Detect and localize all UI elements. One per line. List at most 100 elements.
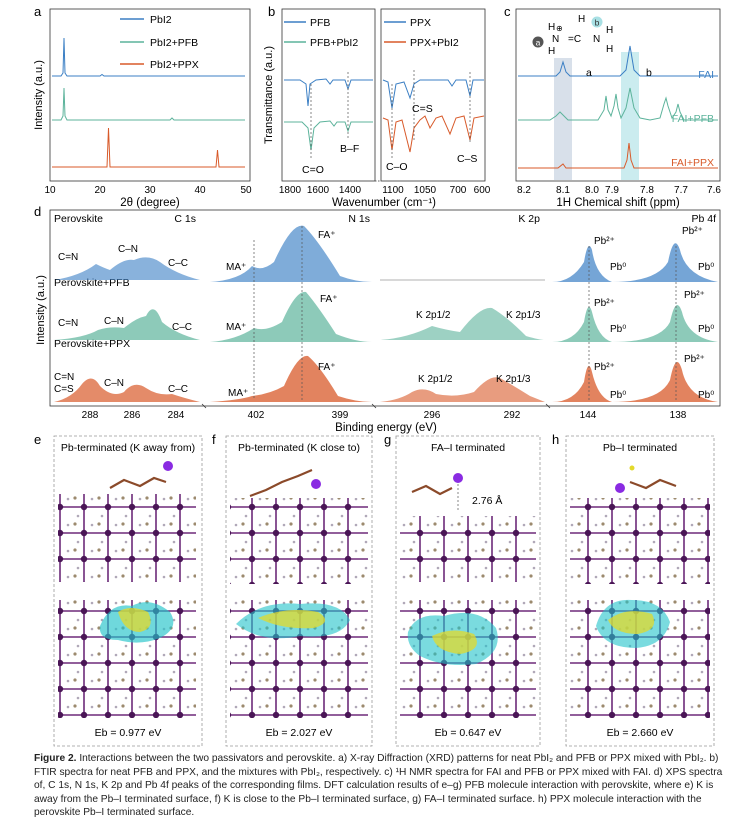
xps-ann-cn2-2: C=N <box>58 318 78 329</box>
xps-ann-ma-3: MA⁺ <box>228 388 248 399</box>
nmr-tick-8.2: 8.2 <box>517 185 531 196</box>
ftir-tick-1800: 1800 <box>279 185 302 196</box>
xps-ann-pb0-3: Pb⁰ <box>610 390 626 401</box>
lattice-f-top <box>230 498 368 584</box>
xrd-trace-pbi2 <box>52 37 245 77</box>
xps-ann-k12-2: K 2p1/2 <box>416 310 451 321</box>
ftir-tick-1050: 1050 <box>414 185 437 196</box>
ftir-trace-ppx-pbi2 <box>382 115 485 153</box>
density-yellow-f <box>258 610 326 629</box>
molecule-g <box>411 484 453 496</box>
panel-label-f: f <box>212 432 216 447</box>
k-atom-e <box>163 461 173 471</box>
svg-text:=C: =C <box>568 34 581 45</box>
ftir-tick-1600: 1600 <box>307 185 330 196</box>
nmr-label-fai: FAI <box>698 69 714 81</box>
xps-tick-284: 284 <box>168 410 185 421</box>
panel-f: f Pb-terminated (K close to) Eb = 2.027 … <box>212 432 373 747</box>
nmr-marker-b-text: b <box>595 18 600 28</box>
dft-energy-g: Eb = 0.647 eV <box>435 727 502 739</box>
panel-h: h Pb–I terminated Eb = 2.660 eV <box>552 432 715 747</box>
nmr-peak-marker-a <box>532 36 544 48</box>
nmr-tick-8.0: 8.0 <box>585 185 599 196</box>
panel-label-d: d <box>34 204 41 219</box>
xps-tick-288: 288 <box>82 410 99 421</box>
xps-ann-ma-1: MA⁺ <box>226 262 246 273</box>
xps-ann-pb0-1: Pb⁰ <box>610 262 626 273</box>
xps-ylabel: Intensity (a.u.) <box>35 275 47 345</box>
ftir-ann-c-o: C–O <box>386 161 408 173</box>
xrd-tick-10: 10 <box>44 185 56 196</box>
panel-e: e Pb-terminated (K away from) Eb = 0.977… <box>34 432 203 747</box>
svg-text:⊕: ⊕ <box>556 24 563 33</box>
nmr-tick-7.6: 7.6 <box>707 185 721 196</box>
ftir-ann-bf: B–F <box>340 143 359 155</box>
dft-energy-f: Eb = 2.027 eV <box>266 727 333 739</box>
nmr-peak-marker-b <box>591 16 603 28</box>
molecule-e <box>109 476 167 489</box>
xps-ann-pb0-2: Pb⁰ <box>610 324 626 335</box>
xrd-trace-pbi2-pfb <box>52 87 245 121</box>
dft-energy-e: Eb = 0.977 eV <box>95 727 162 739</box>
xps-title-n1s: N 1s <box>348 213 370 225</box>
panel-b: b PFB PFB+PbI2 PPX PPX+PbI2 C=O B–F C=S … <box>263 4 491 209</box>
xps-row-1-peaks <box>54 225 718 282</box>
xps-ann-k13-3: K 2p1/3 <box>496 374 531 385</box>
ftir-frame-left <box>281 8 376 182</box>
nmr-band-a <box>554 58 572 180</box>
molecule-h <box>629 478 677 490</box>
ftir-legend-pfb: PFB <box>310 17 330 29</box>
xps-row-3-peaks <box>54 355 718 402</box>
xps-title-k2p: K 2p <box>518 213 540 225</box>
caption-text: Interactions between the two passivators… <box>34 753 723 819</box>
panel-label-h: h <box>552 432 559 447</box>
dft-title-g: FA–I terminated <box>431 442 505 454</box>
k-atom-h <box>615 483 625 493</box>
dft-energy-h: Eb = 2.660 eV <box>607 727 674 739</box>
xps-ann-pb2-1: Pb²⁺ <box>594 236 615 247</box>
ftir-ann-co: C=O <box>302 164 324 176</box>
svg-text:H: H <box>548 46 555 57</box>
k-atom-g <box>453 473 463 483</box>
ftir-ann-c-s: C–S <box>457 153 477 165</box>
xps-ann-pb0-3b: Pb⁰ <box>698 390 714 401</box>
ftir-trace-ppx <box>382 79 484 109</box>
panel-label-c: c <box>504 4 511 19</box>
xps-ann-pb2-1b: Pb²⁺ <box>682 226 703 237</box>
xps-tick-292: 292 <box>504 410 521 421</box>
xps-tick-286: 286 <box>124 410 141 421</box>
dft-title-h: Pb–I terminated <box>603 442 677 454</box>
nmr-frame <box>515 8 721 182</box>
nmr-xlabel: 1H Chemical shift (ppm) <box>556 197 680 209</box>
dft-frame-h <box>565 435 715 747</box>
panel-d: d C 1s N 1s K 2p Pb 4f Perovskite Perovs… <box>34 204 721 434</box>
svg-text:H: H <box>606 44 613 55</box>
xps-ann-fa-1: FA⁺ <box>318 230 336 241</box>
panel-a: a PbI2 PbI2+PFB PbI2+PPX 10 20 30 40 50 … <box>33 4 252 209</box>
xps-ann-cn-3: C–N <box>104 378 124 389</box>
xrd-frame <box>49 8 251 182</box>
ftir-xlabel: Wavenumber (cm⁻¹) <box>332 197 436 209</box>
svg-text:N: N <box>552 34 559 45</box>
xps-ann-fa-2: FA⁺ <box>320 294 338 305</box>
xrd-legend-2: PbI2+PFB <box>150 37 198 49</box>
xrd-tick-30: 30 <box>144 185 156 196</box>
ftir-tick-1100: 1100 <box>382 185 404 196</box>
xps-ann-cc-1: C–C <box>168 258 188 269</box>
xps-ann-cs-3: C=S <box>54 384 74 395</box>
nmr-trace-fai-ppx <box>518 142 718 169</box>
ftir-trace-pfb-pbi2 <box>284 120 373 151</box>
caption-label: Figure 2. <box>34 753 77 764</box>
xps-ann-fa-3: FA⁺ <box>318 362 336 373</box>
ftir-legend-ppx-pbi2: PPX+PbI2 <box>410 37 459 49</box>
density-yellow-g <box>432 630 477 654</box>
figure-caption: Figure 2. Interactions between the two p… <box>34 752 734 820</box>
density-yellow-h <box>608 611 655 634</box>
dft-frame-e <box>53 435 203 747</box>
panel-c: c a b H N H =C H N H H ⊕ a b FAI FAI+PFB… <box>504 4 721 209</box>
xps-ann-cn2-1: C=N <box>58 252 78 263</box>
ftir-tick-1400: 1400 <box>339 185 362 196</box>
xps-ann-pb2-2b: Pb²⁺ <box>684 290 705 301</box>
xps-ann-k12-3: K 2p1/2 <box>418 374 453 385</box>
xps-frame <box>49 209 721 407</box>
